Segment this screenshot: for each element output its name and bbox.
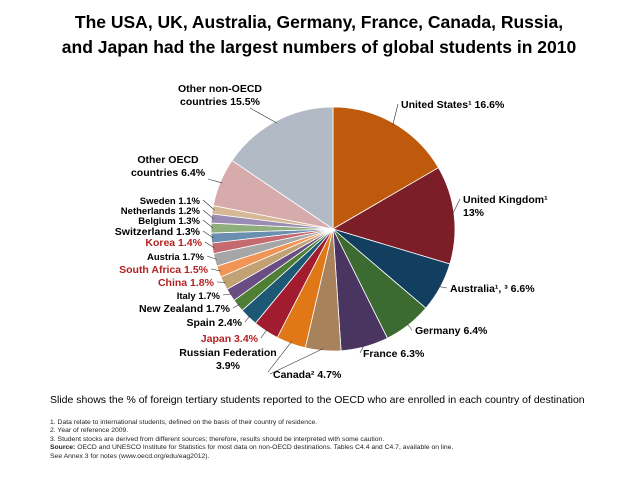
slice-label-18: Sweden 1.1% — [140, 196, 201, 207]
leader-line-2 — [438, 286, 448, 289]
slice-label-5: Canada² 4.7% — [273, 369, 342, 381]
leader-line-18 — [202, 199, 215, 211]
slice-label-10: Italy 1.7% — [177, 291, 221, 302]
slice-label-4: France 6.3% — [363, 348, 425, 360]
pie-slice-1 — [332, 167, 456, 265]
leader-line-4 — [359, 344, 365, 354]
leader-line-19 — [207, 178, 223, 184]
leader-line-12 — [210, 268, 221, 272]
pie-slice-20 — [231, 106, 334, 230]
slice-label-13: Austria 1.7% — [147, 252, 205, 263]
leader-line-6 — [267, 341, 292, 373]
leader-line-10 — [222, 293, 233, 296]
slice-label-8: Spain 2.4% — [187, 317, 243, 329]
leader-line-17 — [202, 209, 214, 219]
leader-line-8 — [244, 315, 251, 323]
slice-label-0: United States¹ 16.6% — [401, 99, 505, 111]
chart-caption: Slide shows the % of foreign tertiary st… — [50, 394, 585, 406]
footnote-1: 1. Data relate to international students… — [50, 419, 318, 426]
leader-line-7 — [260, 329, 268, 339]
slice-label-14: Korea 1.4% — [145, 237, 202, 249]
footnote-2: 2. Year of reference 2009. — [50, 427, 129, 435]
slice-label-16: Belgium 1.3% — [138, 216, 200, 227]
slice-label-20: Other non-OECD countries 15.5% — [178, 83, 262, 108]
slice-label-7: Japan 3.4% — [201, 333, 259, 345]
leader-line-0 — [392, 103, 399, 126]
slice-label-6: Russian Federation 3.9% — [179, 347, 276, 372]
leader-line-16 — [202, 219, 214, 229]
leader-line-3 — [406, 323, 413, 331]
leader-line-20 — [249, 107, 277, 124]
leader-line-13 — [206, 255, 217, 260]
pie-slice-0 — [332, 106, 440, 230]
footnote-3: 3. Student stocks are derived from diffe… — [50, 435, 385, 443]
leader-line-14 — [204, 241, 215, 249]
chart-title-line-2: and Japan had the largest numbers of glo… — [61, 37, 577, 57]
slice-label-3: Germany 6.4% — [415, 325, 488, 337]
slice-label-11: China 1.8% — [158, 277, 215, 289]
pie-chart: United States¹ 16.6% United Kingdom¹ 13% Au… — [115, 83, 548, 381]
leader-line-5 — [269, 348, 324, 375]
slice-label-17: Netherlands 1.2% — [121, 206, 201, 217]
leader-line-9 — [232, 303, 240, 309]
source-label: Source: — [50, 444, 76, 452]
source-text: OECD and UNESCO Institute for Statistics… — [75, 444, 454, 452]
leader-line-1 — [451, 198, 461, 216]
slice-label-15: Switzerland 1.3% — [115, 226, 201, 238]
slice-label-12: South Africa 1.5% — [119, 264, 209, 276]
footnotes: 1. Data relate to international students… — [50, 419, 453, 461]
slice-label-1: United Kingdom¹ 13% — [463, 194, 548, 219]
slice-label-19: Other OECD countries 6.4% — [131, 154, 206, 179]
source-note: Source: OECD and UNESCO Institute for St… — [50, 444, 453, 452]
chart-title-line-1: The USA, UK, Australia, Germany, France,… — [74, 12, 564, 32]
slice-label-9: New Zealand 1.7% — [139, 303, 231, 315]
leader-line-15 — [202, 230, 214, 239]
annex-note: See Annex 3 for notes (www.oecd.org/edu/… — [50, 452, 210, 460]
slice-label-2: Australia¹, ³ 6.6% — [450, 283, 535, 295]
